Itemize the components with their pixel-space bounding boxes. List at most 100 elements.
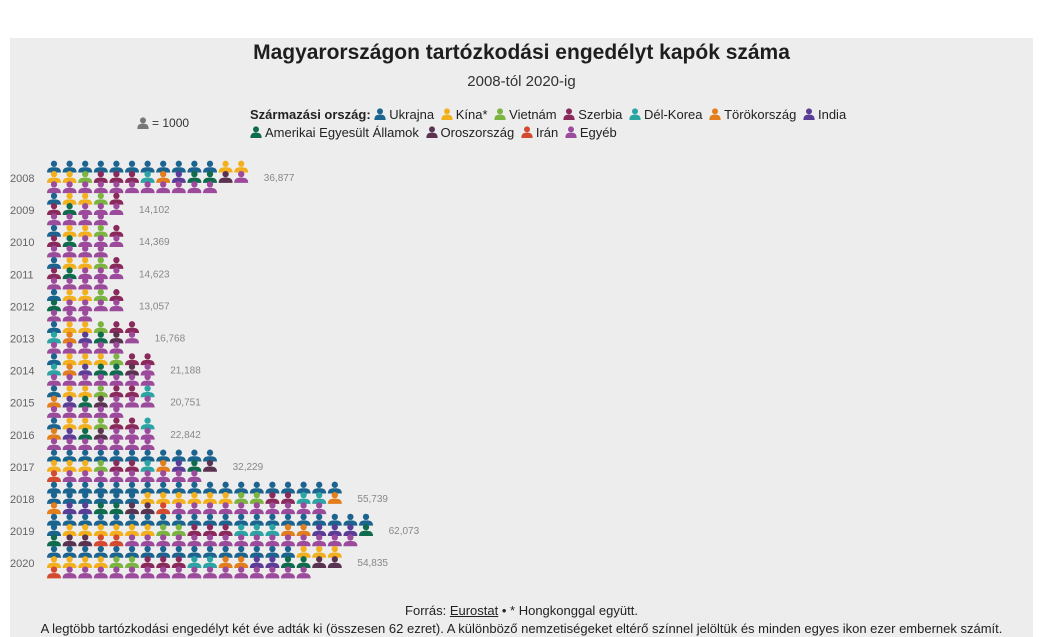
person-icon [62, 513, 77, 526]
person-icon [156, 556, 171, 569]
source-prefix: Forrás: [405, 603, 450, 618]
legend-label: Vietnám [509, 107, 557, 122]
person-icon [78, 213, 93, 226]
person-icon [125, 545, 139, 558]
person-icon [62, 545, 77, 558]
person-icon [93, 373, 108, 386]
person-icon [93, 363, 108, 376]
person-icon [93, 224, 108, 237]
person-icon [62, 289, 77, 301]
person-icon [109, 534, 124, 547]
person-icon [218, 160, 233, 173]
person-icon [171, 524, 186, 536]
person-icon [62, 459, 77, 472]
person-icon [140, 170, 155, 183]
person-icon [265, 534, 280, 547]
total-label: 20,751 [170, 398, 201, 409]
person-icon [93, 289, 108, 301]
person-icon [47, 385, 61, 398]
person-icon [78, 556, 93, 569]
person-icon [281, 534, 295, 547]
person-icon [140, 534, 155, 547]
person-icon [78, 203, 93, 215]
person-icon [281, 502, 295, 515]
person-icon [93, 267, 108, 280]
person-icon [62, 321, 77, 334]
person-icon [47, 470, 61, 483]
person-icon [62, 470, 77, 483]
person-icon [78, 224, 93, 237]
person-icon [218, 545, 233, 558]
person-icon [78, 566, 93, 579]
legend-label: Törökország [724, 107, 797, 122]
person-icon [78, 545, 93, 558]
person-icon [234, 481, 249, 494]
legend-label: Oroszország [440, 125, 515, 140]
person-icon [156, 481, 171, 494]
person-icon [187, 449, 202, 462]
person-icon [62, 299, 77, 312]
person-icon [78, 331, 93, 344]
person-icon [62, 363, 77, 376]
legend-entry: Kína* [441, 106, 488, 124]
person-icon [47, 534, 61, 547]
person-icon [47, 309, 61, 322]
person-icon [109, 438, 124, 450]
person-icon [234, 556, 249, 569]
person-icon [47, 556, 61, 569]
person-icon [140, 566, 155, 579]
person-icon [156, 524, 171, 536]
person-icon [234, 170, 249, 183]
person-icon [109, 256, 124, 269]
person-icon [93, 405, 108, 418]
person-icon [125, 556, 139, 569]
legend-label: Dél-Korea [643, 107, 703, 122]
legend-label: Szerbia [578, 107, 623, 122]
person-icon [62, 267, 77, 280]
person-icon [93, 481, 108, 494]
person-icon [281, 481, 295, 494]
person-icon [125, 427, 139, 440]
person-icon [171, 459, 186, 472]
person-icon [109, 556, 124, 569]
person-icon [62, 417, 77, 430]
person-icon [171, 170, 186, 183]
source-link[interactable]: Eurostat [449, 603, 499, 618]
person-icon [125, 385, 139, 398]
person-icon [62, 277, 77, 290]
person-icon [140, 373, 155, 386]
person-icon [93, 170, 108, 183]
total-label: 14,623 [139, 269, 170, 280]
person-icon [78, 405, 93, 418]
person-icon [156, 449, 171, 462]
person-icon [109, 481, 124, 494]
person-icon [93, 321, 108, 334]
person-icon [265, 502, 280, 515]
person-icon [281, 545, 295, 558]
person-icon [140, 481, 155, 494]
total-label: 36,877 [264, 173, 295, 184]
person-icon [93, 160, 108, 173]
person-icon [187, 181, 202, 194]
person-icon [203, 524, 217, 536]
person-icon [203, 491, 217, 504]
person-icon [187, 502, 202, 515]
person-icon [125, 481, 139, 494]
legend-person-icon [374, 108, 386, 120]
person-icon [156, 534, 171, 547]
person-icon [93, 331, 108, 344]
person-icon [47, 459, 61, 472]
person-icon [234, 160, 249, 173]
total-label: 14,369 [139, 237, 170, 248]
person-icon [109, 181, 124, 194]
person-icon [62, 203, 77, 215]
person-icon [125, 459, 139, 472]
person-icon [93, 470, 108, 483]
person-icon [234, 502, 249, 515]
legend-person-icon [565, 126, 577, 138]
person-icon [234, 513, 249, 526]
person-icon [93, 277, 108, 290]
person-icon [281, 513, 295, 526]
person-icon [296, 566, 311, 579]
person-icon [47, 299, 61, 312]
